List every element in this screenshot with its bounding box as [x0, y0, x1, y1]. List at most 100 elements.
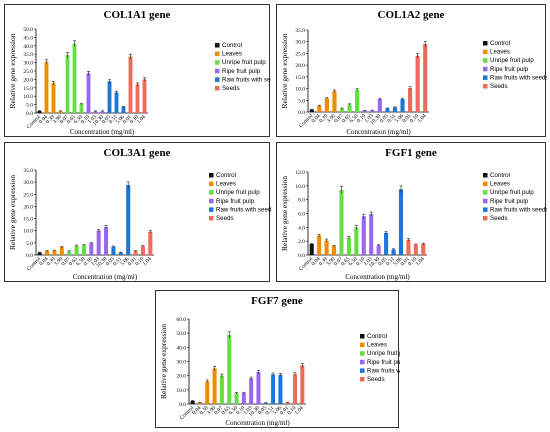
bar [114, 92, 119, 113]
x-tick-label: 0.65 [221, 405, 232, 416]
legend-label: Unripe fruit pulp [490, 189, 534, 196]
legend-label: Raw fruits with seeds [367, 367, 400, 374]
bar [234, 393, 239, 404]
bar [408, 88, 413, 112]
x-tick-label: 3.90 [326, 113, 337, 124]
legend-swatch [215, 51, 220, 57]
x-axis-label: Concentration (mg/ml) [346, 128, 411, 136]
legend-swatch [360, 342, 365, 348]
chart-title: COL3A1 gene [103, 147, 171, 159]
legend-swatch [483, 41, 488, 46]
legend-label: Ripe fruit pulp [367, 359, 400, 366]
bar [140, 246, 145, 255]
y-axis-label: Relative gene expression [159, 324, 168, 399]
x-tick-label: 3.90 [206, 405, 217, 416]
legend-swatch [483, 75, 488, 80]
legend-label: Raw fruits with seeds [490, 206, 547, 213]
chart-title: FGF1 gene [385, 147, 437, 159]
legend-swatch [483, 66, 488, 72]
x-tick-label: 0.01 [279, 405, 290, 416]
bar [100, 111, 105, 113]
legend-label: Leaves [490, 181, 510, 188]
bar [339, 108, 345, 112]
legend-label: Unripe fruit pulp [222, 59, 266, 66]
legend-swatch [360, 377, 365, 382]
x-tick-label: 0.10 [355, 256, 366, 267]
y-tick-label: 25.0 [23, 192, 33, 198]
bar [142, 79, 147, 113]
bar [413, 244, 418, 255]
bar [45, 251, 50, 255]
legend-swatch [483, 58, 488, 63]
bar [354, 227, 359, 255]
y-tick-label: 15.0 [23, 86, 33, 92]
bar [362, 110, 367, 112]
legend-label: Control [216, 172, 236, 179]
bar [227, 334, 232, 404]
legend-swatch [215, 86, 220, 91]
bar [300, 365, 305, 404]
legend-label: Seeds [490, 83, 508, 90]
bar [256, 371, 261, 404]
y-tick-label: 0.0 [26, 111, 33, 117]
x-tick-label: 0.10 [409, 113, 420, 124]
x-tick-label: 0.01 [122, 114, 133, 125]
legend-swatch [360, 368, 365, 373]
bar [133, 251, 138, 255]
x-tick-label: 0.39 [318, 113, 329, 124]
x-tick-label: 0.05 [377, 256, 388, 267]
bar [400, 99, 405, 112]
x-tick-label: 1.03 [90, 256, 101, 267]
y-tick-label: 0.0 [179, 402, 186, 408]
x-tick-label: 0.05 [257, 405, 268, 416]
chart-panel-col3a1: COL3A1 gene 0.0 5.0 10.0 15.0 20.0 25.0 30.0 35… [4, 142, 271, 282]
legend-swatch [483, 181, 488, 187]
legend-swatch [215, 68, 220, 74]
chart-fgf1: 0.0 2.0 4.0 6.0 8.0 10.0 12.0 Relative gene exp… [280, 170, 547, 281]
legend-swatch [209, 190, 214, 195]
y-tick-label: 5.0 [26, 103, 33, 109]
bar [135, 84, 140, 113]
bar [249, 378, 254, 404]
chart-panel-fgf7: FGF7 gene 0.0 10.0 20.0 30.0 40.0 50.0 60.0 Rel… [155, 290, 400, 428]
y-tick-label: 15.0 [295, 75, 305, 81]
x-tick-label: 6.50 [75, 256, 86, 267]
x-tick-label: 0.65 [341, 113, 352, 124]
x-tick-label: 6.50 [349, 113, 360, 124]
legend-label: Leaves [216, 181, 236, 188]
y-tick-label: 20.0 [23, 204, 33, 210]
bar [331, 246, 337, 255]
y-tick-label: 5.0 [298, 98, 305, 104]
chart-title: COL1A1 gene [103, 9, 171, 21]
x-tick-label: 0.65 [66, 114, 77, 125]
x-tick-label: 0.51 [386, 113, 397, 124]
bar [309, 109, 314, 112]
x-tick-label: 0.51 [112, 256, 123, 267]
x-tick-label: 0.10 [407, 256, 418, 267]
bar [241, 392, 246, 404]
legend-swatch [209, 216, 214, 221]
bar [285, 402, 290, 404]
bar [74, 245, 79, 255]
legend-label: Ripe fruit pulp [216, 198, 255, 205]
x-tick-label: 6.50 [228, 405, 239, 416]
x-tick-label: 0.04 [311, 256, 322, 267]
x-axis-label: Concentration (mg/ml) [73, 273, 138, 281]
x-tick-label: 0.07 [61, 256, 72, 267]
y-axis-label: Relative gene expression [8, 175, 17, 250]
chart-title: COL1A2 gene [377, 9, 445, 21]
x-tick-label: 1.04 [142, 256, 153, 267]
y-tick-label: 35.0 [23, 168, 33, 174]
x-tick-label: 0.51 [108, 114, 119, 125]
legend-swatch [483, 49, 488, 55]
x-tick-label: 3.90 [53, 256, 64, 267]
legend-swatch [483, 198, 488, 204]
x-tick-label: 0.65 [68, 256, 79, 267]
y-tick-label: 15.0 [23, 217, 33, 223]
x-tick-label: 0.01 [400, 256, 411, 267]
x-tick-label: 5.06 [394, 113, 405, 124]
x-tick-label: 3.90 [52, 114, 63, 125]
x-tick-label: 1.03 [243, 405, 254, 416]
